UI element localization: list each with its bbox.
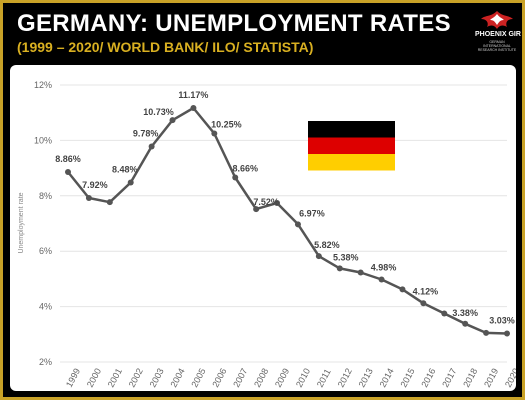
data-label: 5.38% (333, 252, 359, 262)
data-label: 5.82% (314, 240, 340, 250)
data-point (106, 199, 113, 206)
flag-stripe (308, 137, 395, 154)
data-point (127, 179, 134, 186)
data-label: 10.25% (211, 119, 242, 129)
data-point (504, 330, 510, 337)
data-point (190, 104, 197, 111)
data-point (399, 286, 406, 293)
x-tick-label: 1999 (64, 367, 82, 389)
flag-stripe (308, 154, 395, 171)
x-tick-label: 2015 (398, 367, 416, 389)
data-label: 10.73% (143, 107, 174, 117)
x-tick-label: 2019 (482, 367, 500, 389)
data-label: 9.78% (133, 128, 159, 138)
x-tick-label: 2010 (294, 367, 312, 389)
data-point (462, 320, 469, 327)
x-tick-label: 2012 (336, 367, 354, 389)
data-label: 8.66% (232, 164, 258, 174)
y-tick-label: 6% (39, 246, 52, 256)
data-point (253, 206, 260, 213)
data-label: 11.17% (178, 90, 208, 100)
data-label: 7.52% (253, 197, 279, 207)
page-subtitle: (1999 – 2020/ WORLD BANK/ ILO/ STATISTA) (17, 39, 314, 55)
page-title: GERMANY: UNEMPLOYMENT RATES (17, 10, 451, 37)
data-points (65, 104, 510, 337)
data-point (378, 276, 385, 283)
phoenix-logo-icon (481, 11, 513, 29)
data-point (357, 269, 364, 276)
data-point (294, 221, 301, 228)
data-point (232, 174, 239, 181)
y-tick-label: 10% (34, 135, 52, 145)
series-line (67, 106, 508, 335)
data-label: 7.92% (82, 180, 108, 190)
data-point (169, 117, 176, 124)
x-tick-label: 2013 (357, 367, 375, 389)
y-tick-label: 8% (39, 191, 52, 201)
x-tick-label: 2006 (210, 367, 228, 389)
flag-stripe (308, 121, 395, 138)
x-axis-ticks: 1999 2000 2001 2002 2003 2004 2005 2006 2007 2008… (64, 367, 516, 389)
data-label: 4.98% (371, 262, 397, 272)
x-tick-label: 2000 (85, 367, 103, 389)
x-tick-label: 2005 (189, 367, 207, 389)
x-tick-label: 2011 (315, 367, 333, 389)
data-label: 8.48% (112, 165, 138, 175)
y-tick-label: 12% (34, 80, 52, 90)
x-tick-label: 2002 (127, 367, 145, 389)
x-tick-label: 2016 (419, 367, 437, 389)
x-tick-label: 2008 (252, 367, 270, 389)
x-tick-label: 2014 (378, 367, 396, 389)
x-tick-label: 2009 (273, 367, 291, 389)
x-tick-label: 2003 (148, 367, 166, 389)
x-tick-label: 2018 (461, 367, 479, 389)
grid (60, 84, 507, 363)
data-point (148, 143, 155, 150)
header: GERMANY: UNEMPLOYMENT RATES (1999 – 2020… (3, 3, 522, 61)
logo-subtext: GERMAN INTERNATIONAL RESEARCH INSTITUTE (477, 40, 517, 52)
data-label: 4.12% (413, 286, 439, 296)
germany-flag-icon (308, 121, 395, 171)
data-label: 3.38% (452, 308, 478, 318)
unemployment-line-chart: 2%4%6%8%10%12% 1999 2000 2001 2002 2003 2004 2… (18, 80, 516, 389)
data-point (274, 200, 281, 207)
data-label: 8.86% (55, 154, 81, 164)
chart-panel: 2% 4% 6% 8% 10% 12% 1999 2000 2001 2002 2003 2004 2… (10, 65, 516, 391)
data-point (65, 168, 71, 175)
y-tick-label: 2% (39, 357, 52, 367)
data-labels: 8.86% 7.92% 8.48% 9.78% 10.73% 11.17% 10.25% 8.… (55, 90, 515, 325)
logo-text: PHOENIX GIR (475, 31, 521, 38)
data-label: 3.03% (489, 315, 515, 325)
x-tick-label: 2004 (168, 367, 186, 389)
x-tick-label: 2001 (106, 367, 124, 389)
data-label: 6.97% (299, 208, 325, 218)
data-point (441, 310, 448, 317)
data-point (85, 195, 92, 202)
y-tick-label: 4% (39, 302, 52, 312)
y-axis-ticks: 2% 4% 6% 8% 10% 12% (34, 80, 52, 367)
data-point (315, 253, 322, 260)
logo: PHOENIX GIR GERMAN INTERNATIONAL RESEARC… (475, 9, 521, 57)
data-point (336, 265, 343, 272)
x-tick-label: 2020 (503, 367, 516, 389)
data-point (211, 130, 218, 137)
data-point (420, 300, 427, 307)
y-axis-label: Unemployment rate (18, 192, 25, 253)
x-tick-label: 2017 (440, 367, 458, 389)
data-point (483, 329, 490, 336)
x-tick-label: 2007 (231, 367, 249, 389)
